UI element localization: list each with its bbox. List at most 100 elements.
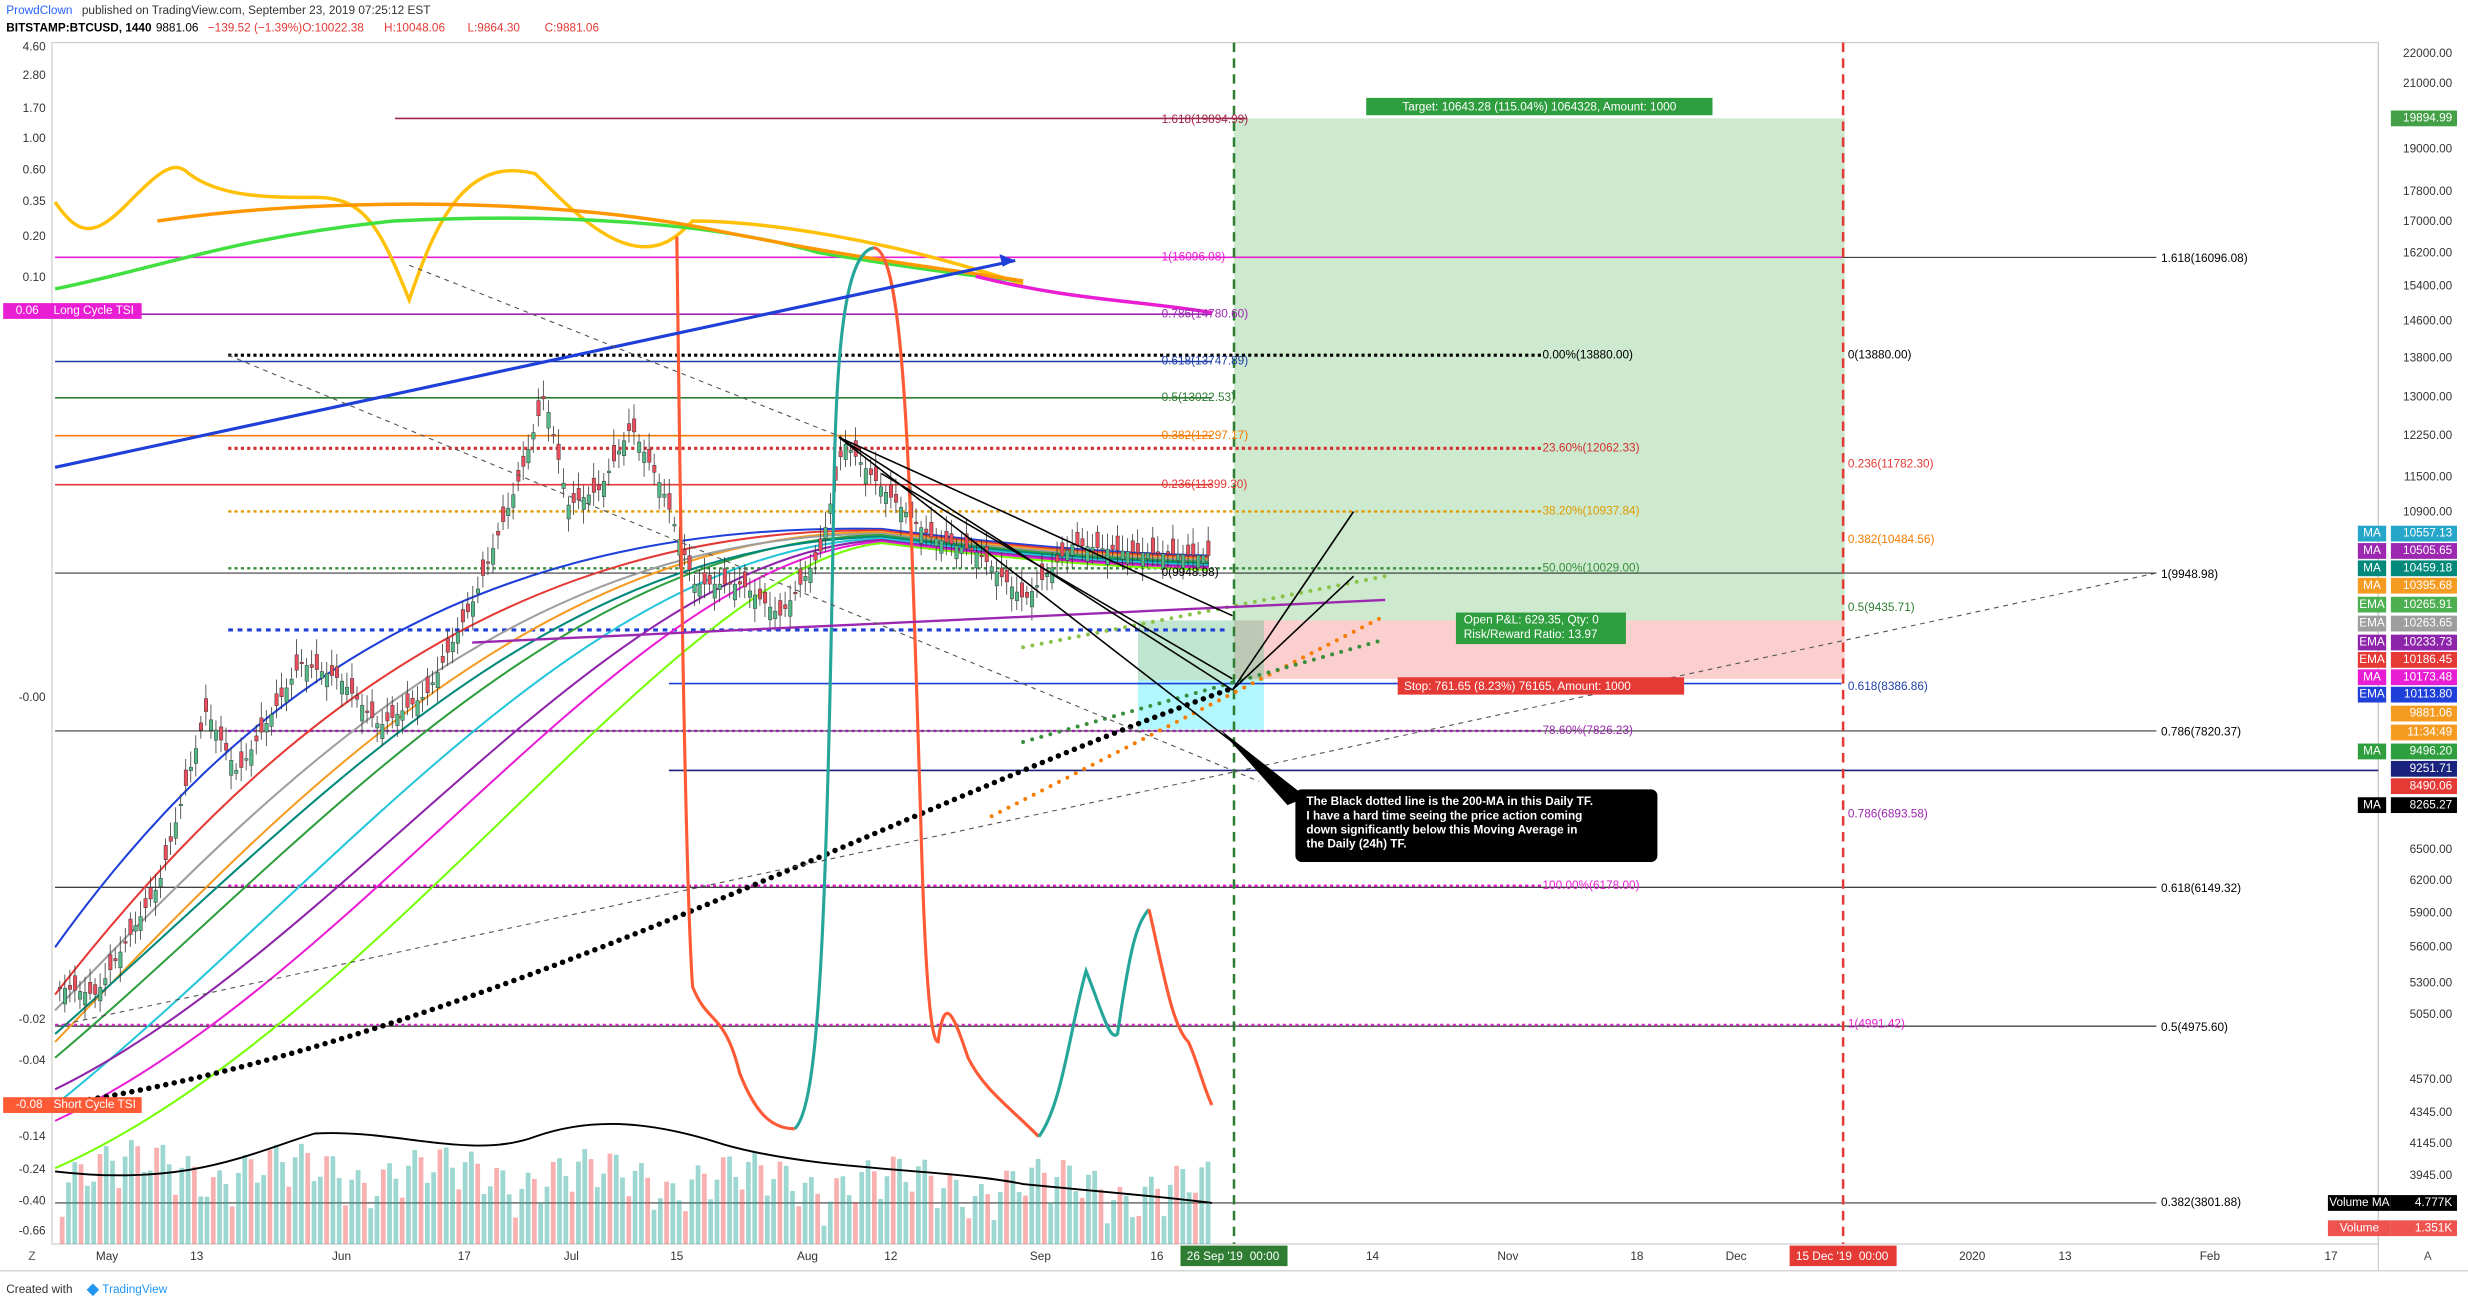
candle-body [481,559,486,576]
indicator-name: Short Cycle TSI [54,1097,136,1111]
price-tag-name: EMA [2359,635,2385,649]
volume-bar [494,1167,499,1245]
left-axis-label: -0.40 [19,1193,46,1207]
volume-bar [947,1173,953,1245]
price-tag-value: 9496.20 [2410,744,2453,758]
volume-bar [387,1163,392,1245]
volume-bar [582,1149,588,1245]
fib-label: 0.786(14780.60) [1162,306,1249,320]
candle-body [576,488,581,501]
candle-body [637,441,642,453]
candle-body [732,583,737,601]
zoom-button[interactable]: Z [28,1249,35,1263]
price-tag-name: EMA [2359,687,2385,701]
volume-bar [890,1156,896,1245]
price-tag-bg [2390,778,2457,795]
fib-label: 50.00%(10029.00) [1542,560,1639,574]
candle-body [390,704,395,718]
candle-body [1186,544,1191,556]
volume-bar [733,1176,739,1245]
candle-body [299,661,304,664]
volume-bar [538,1202,544,1245]
candle-body [153,889,158,903]
volume-bar [223,1183,229,1245]
volume-bar [1023,1195,1028,1245]
volume-bar [299,1143,304,1245]
candle-body [355,695,360,700]
right-axis-label: 13800.00 [2403,350,2453,364]
candle-body [63,988,67,1005]
price-tag-name-bg [2357,743,2387,760]
candle-body [1055,554,1060,563]
right-axis-label: 5300.00 [2410,975,2453,989]
time-axis-label: Jun [332,1249,351,1263]
volume-bar [317,1176,323,1245]
drawing-arrow [881,472,1233,680]
volume-bar [374,1196,380,1245]
volume-bar [934,1207,940,1245]
auto-button[interactable]: A [2424,1249,2432,1263]
volume-bar [418,1157,424,1245]
time-axis-label: Dec [1726,1249,1747,1263]
volume-bar [1136,1216,1142,1245]
candle-body [848,450,853,453]
volume-bar [727,1156,732,1245]
volume-bar [1130,1217,1135,1245]
price-tag-name-bg [2357,669,2387,686]
fib-label: 78.60%(7826.23) [1542,723,1633,737]
time-tag-date: 15 Dec '19 [1796,1249,1852,1263]
volume-bar [412,1150,418,1245]
fib-label: 23.60%(12062.33) [1542,440,1639,454]
candle-body [964,533,969,550]
volume-bar [815,1193,821,1245]
candle-body [737,581,742,585]
fib-label: 0(13880.00) [1848,347,1912,361]
candle-body [702,572,707,585]
author[interactable]: ProwdClown [6,3,72,17]
volume-bar [563,1176,569,1245]
candle-body [158,878,163,887]
candle-body [476,588,480,594]
candle-body [617,450,622,455]
moving-average [54,535,1209,1035]
volume-bar [594,1187,600,1245]
volume-bar [305,1152,311,1245]
callout-box [1295,789,1658,862]
volume-bar [1035,1158,1041,1245]
candle-body [1140,552,1145,567]
price-tag-value: 10505.65 [2403,543,2453,557]
volume-bar [639,1163,644,1245]
candle-body [319,671,324,679]
volume-bar [1010,1171,1016,1245]
candle-body [1020,582,1024,598]
candle-body [1045,573,1050,577]
left-axis-label: 1.00 [23,131,46,145]
candle-body [289,678,294,685]
callout-text: I have a hard time seeing the price acti… [1306,808,1582,822]
fib-label: 1(9948.98) [2161,567,2218,581]
volume-bar [827,1201,833,1245]
right-axis-label: 22000.00 [2403,46,2453,60]
left-axis-label: 1.70 [23,101,46,115]
candle-body [758,588,763,600]
candle-body [1040,563,1045,580]
candle-body [662,493,667,498]
indicator-value: 0.06 [16,303,39,317]
volume-bar [657,1198,663,1245]
volume-bar [708,1199,714,1245]
volume-bar [966,1218,972,1245]
right-axis-label: 4145.00 [2410,1136,2453,1150]
candle-body [269,714,274,727]
candle-body [118,951,123,969]
volume-bar [550,1161,556,1245]
right-axis-label: 5900.00 [2410,905,2453,919]
price-tag-bg [2390,543,2457,559]
arrow-head [999,254,1016,267]
footer-brand[interactable]: TradingView [102,1282,167,1296]
price-tag-name-bg [2357,615,2387,632]
volume-bar [362,1182,367,1245]
volume-bar [1161,1216,1167,1245]
candle-body [430,682,435,686]
volume-bar [280,1162,285,1245]
volume-bar [311,1181,317,1245]
